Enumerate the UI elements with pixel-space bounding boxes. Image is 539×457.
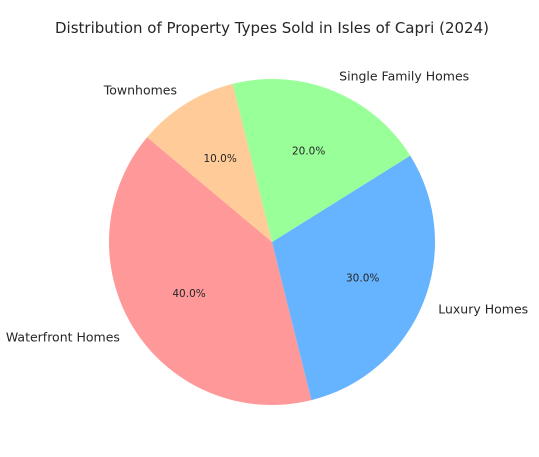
category-label-townhomes: Townhomes [103,82,177,97]
percent-label-townhomes: 10.0% [203,153,236,165]
pie-labels: 40.0% Waterfront Homes 30.0% Luxury Homes 20… [6,68,528,344]
chart-title: Distribution of Property Types Sold in I… [55,19,489,37]
pie-slice-waterfront-homes [108,137,312,406]
percent-label-luxury-homes: 30.0% [346,273,379,285]
percent-label-waterfront-homes: 40.0% [172,288,205,300]
pie-slice-single-family-homes [232,78,411,242]
pie-slices [108,78,436,406]
category-label-single-family-homes: Single Family Homes [339,68,469,83]
pie-slice-luxury-homes [272,155,436,401]
category-label-waterfront-homes: Waterfront Homes [6,330,120,345]
pie-slice-townhomes [147,83,272,242]
category-label-luxury-homes: Luxury Homes [438,302,528,317]
percent-label-single-family-homes: 20.0% [292,145,325,157]
